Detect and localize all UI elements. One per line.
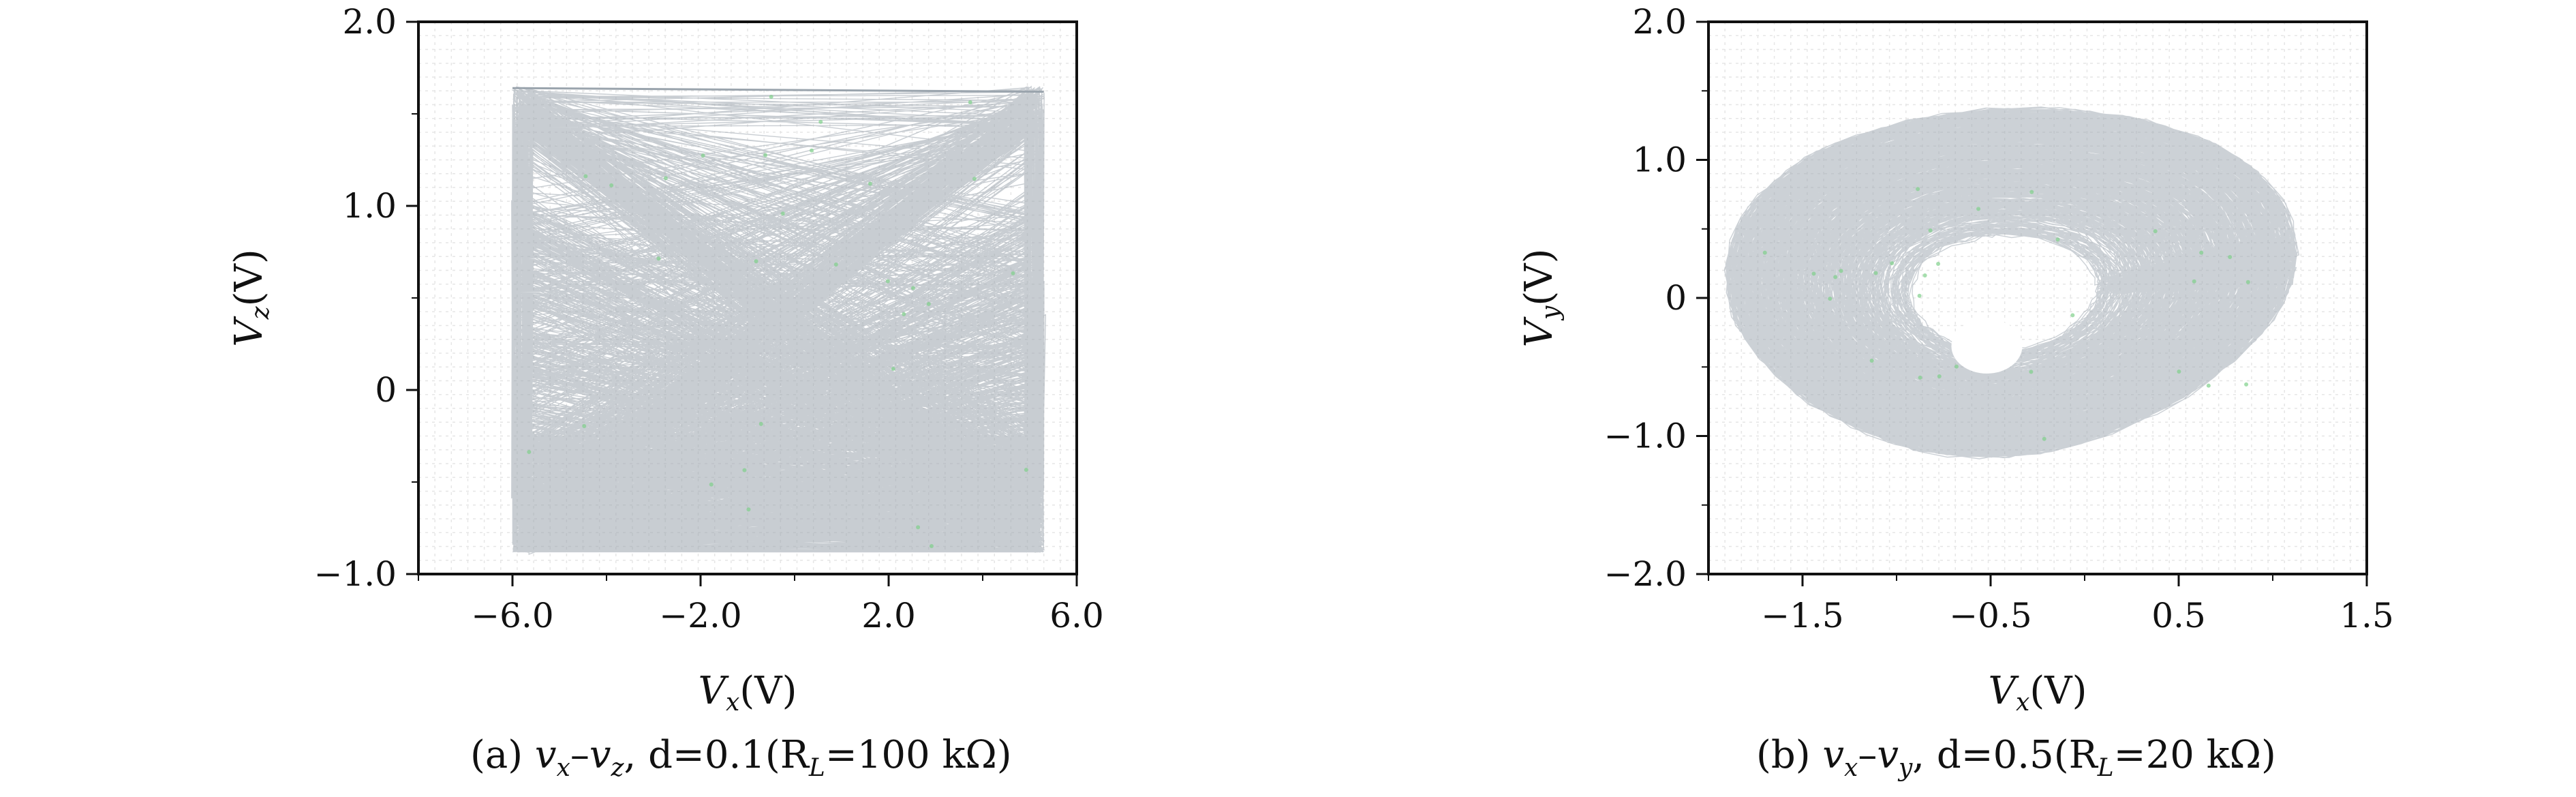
x-tick-label: −2.0: [659, 596, 741, 635]
sample-point: [754, 259, 758, 264]
ticks: −1.5 −0.5 0.5 1.5 −2.0 −1.0 0 1.0 2.0: [1604, 2, 2394, 635]
sample-point: [1916, 187, 1920, 192]
y-axis-label: Vy(V): [1517, 249, 1565, 348]
y-tick-label: 2.0: [342, 2, 397, 42]
sample-point: [972, 177, 977, 181]
sample-point: [1936, 261, 1941, 266]
sample-point: [2177, 370, 2181, 374]
sample-point: [2029, 370, 2034, 374]
sample-point: [929, 544, 934, 549]
sample-point: [1928, 228, 1933, 233]
sample-point: [769, 95, 773, 100]
panel-b-plot: −1.5 −0.5 0.5 1.5 −2.0 −1.0 0 1.0 2.0 Vx(V) Vy(V): [1517, 2, 2394, 717]
y-tick-label: 0: [375, 370, 397, 410]
sample-point: [818, 119, 823, 124]
panel-b-caption: (b) vx–vy, d=0.5(RL=20 kΩ): [1756, 733, 2276, 783]
y-tick-label: −1.0: [1604, 417, 1687, 456]
sample-point: [709, 482, 714, 487]
sample-point: [810, 148, 814, 153]
sample-point: [1811, 271, 1816, 276]
x-tick-label: −1.5: [1761, 596, 1843, 635]
sample-point: [1918, 375, 1922, 380]
sample-point: [2192, 279, 2196, 284]
sample-point: [1954, 364, 1959, 369]
y-tick-label: 0: [1665, 278, 1687, 318]
y-tick-label: 2.0: [1632, 2, 1687, 42]
x-axis-label: Vx(V): [699, 669, 797, 717]
sample-point: [663, 176, 668, 181]
sample-point: [910, 286, 915, 290]
sample-point: [1024, 468, 1028, 472]
sample-point: [1011, 271, 1015, 275]
sample-point: [902, 312, 906, 316]
sample-point: [885, 279, 890, 284]
sample-point: [1890, 261, 1895, 266]
sample-point: [916, 525, 921, 530]
x-tick-label: 6.0: [1049, 596, 1104, 635]
sample-point: [701, 153, 705, 158]
attractor-hole: [1951, 318, 2023, 374]
y-tick-label: −2.0: [1604, 554, 1687, 594]
sample-point: [1976, 207, 1981, 211]
y-tick-label: 1.0: [1632, 140, 1687, 180]
sample-point: [2029, 190, 2034, 194]
sample-point: [2245, 280, 2250, 284]
sample-point: [609, 183, 614, 187]
sample-points: [527, 95, 1028, 549]
trajectory-path: [511, 85, 1047, 556]
sample-point: [1762, 250, 1767, 255]
sample-point: [1917, 293, 1922, 298]
sample-point: [1873, 271, 1878, 275]
sample-point: [2206, 383, 2211, 388]
panel-a-caption: (a) vx–vz, d=0.1(RL=100 kΩ): [470, 733, 1012, 783]
sample-point: [2042, 436, 2046, 441]
sample-point: [1869, 359, 1874, 363]
sample-points: [1762, 187, 2250, 441]
x-tick-label: 1.5: [2340, 596, 2394, 635]
sample-point: [527, 449, 532, 454]
sample-point: [763, 153, 768, 157]
sample-point: [1839, 269, 1843, 273]
sample-point: [656, 256, 661, 261]
sample-point: [780, 211, 785, 216]
sample-point: [746, 507, 751, 512]
x-tick-label: −6.0: [471, 596, 553, 635]
sample-point: [2228, 255, 2233, 260]
sample-point: [582, 424, 587, 429]
y-tick-label: −1.0: [314, 554, 397, 594]
sample-point: [833, 262, 838, 267]
panel-a-plot: −6.0 −2.0 2.0 6.0 −1.0 0 1.0 2.0 Vx(V) Vz(V): [227, 2, 1104, 717]
sample-point: [891, 367, 895, 372]
x-axis-label: Vx(V): [1989, 669, 2087, 717]
attractor-trajectory: [1723, 106, 2300, 460]
sample-point: [1937, 374, 1942, 378]
sample-point: [742, 468, 747, 472]
sample-point: [1922, 273, 1927, 277]
trajectory-path: [1723, 106, 2300, 460]
sample-point: [968, 100, 972, 105]
sample-point: [926, 301, 931, 306]
y-tick-label: 1.0: [342, 186, 397, 226]
sample-point: [1833, 275, 1838, 280]
sample-point: [2055, 237, 2060, 242]
sample-point: [2244, 382, 2249, 387]
x-tick-label: −0.5: [1949, 596, 2031, 635]
ticks: −6.0 −2.0 2.0 6.0 −1.0 0 1.0 2.0: [314, 2, 1104, 635]
sample-point: [2153, 229, 2158, 234]
sample-point: [2070, 313, 2075, 318]
sample-point: [583, 174, 588, 179]
x-tick-label: 2.0: [861, 596, 916, 635]
y-axis-label: Vz(V): [227, 249, 275, 347]
sample-point: [868, 181, 872, 186]
trajectory-top-edge: [512, 87, 1044, 93]
sample-point: [2199, 250, 2204, 255]
attractor-trajectory: [511, 85, 1047, 556]
x-tick-label: 0.5: [2151, 596, 2206, 635]
sample-point: [1828, 297, 1833, 301]
sample-point: [758, 421, 763, 426]
